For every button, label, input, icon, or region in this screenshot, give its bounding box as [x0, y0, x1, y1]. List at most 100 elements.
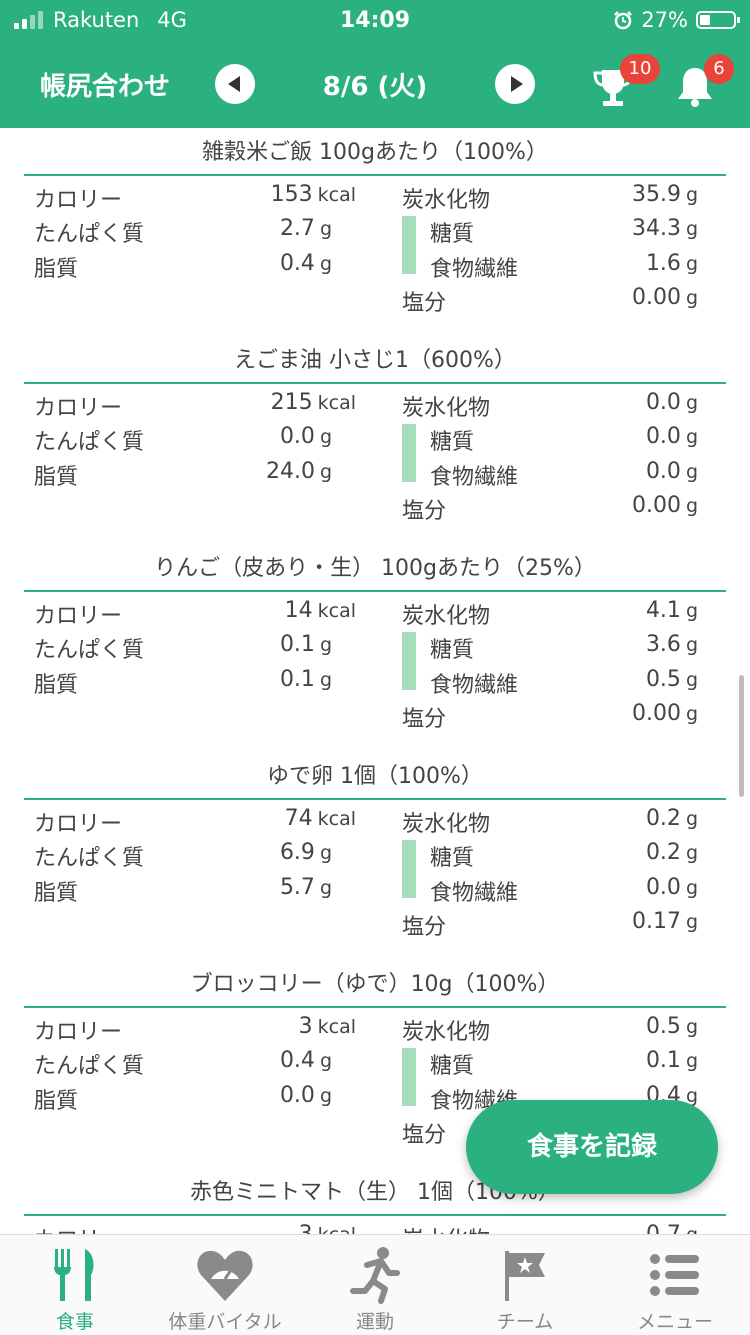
nutrient-value-sugar: 34.3 g [632, 216, 698, 241]
nutrient-value-calorie: 215 kcal [271, 390, 356, 415]
nutrient-unit: g [685, 669, 698, 691]
nutrient-number: 0.7 [646, 1222, 681, 1234]
nutrient-value-protein: 6.9 g [280, 840, 332, 865]
nutrient-number: 0.0 [279, 424, 315, 449]
carb-breakdown-bar [402, 1048, 416, 1106]
nutrient-number: 0.2 [645, 806, 681, 831]
tab-meal[interactable]: 食事 [0, 1235, 150, 1335]
divider [24, 1214, 726, 1216]
chevron-left-icon [228, 76, 240, 92]
nutrient-value-calorie: 153 kcal [271, 182, 356, 207]
next-date-button[interactable] [495, 64, 535, 104]
nutrient-unit: g [319, 461, 332, 483]
nutrient-number: 4.1 [645, 598, 681, 623]
nutrient-label-fat: 脂質 [34, 673, 79, 698]
record-meal-button[interactable]: 食事を記録 [466, 1100, 718, 1194]
notification-button[interactable]: 6 [670, 54, 734, 112]
nutrient-unit: g [319, 1050, 332, 1072]
prev-date-button[interactable] [215, 64, 255, 104]
nutrient-value-sugar: 0.1 g [646, 1048, 698, 1073]
food-item-title: えごま油 小さじ1（600%） [234, 348, 516, 373]
nutrient-value-sugar: 0.0 g [646, 424, 698, 449]
nutrient-number: 0.00 [631, 493, 681, 518]
nutrient-label-fiber: 食物繊維 [430, 673, 519, 698]
nutrient-label-salt: 塩分 [402, 915, 447, 940]
nutrient-number: 1.6 [645, 251, 681, 276]
battery-percent: 27% [641, 8, 688, 32]
nutrient-number: 0.1 [279, 667, 315, 692]
runner-icon [350, 1247, 400, 1304]
nutrient-value-carbs: 0.7 g [646, 1222, 698, 1234]
nutrient-value-fat: 24.0 g [266, 459, 332, 484]
nutrient-label-carbs: 炭水化物 [402, 812, 491, 837]
nutrient-number: 3 [299, 1222, 313, 1234]
nutrient-label-calorie: カロリー [34, 1222, 122, 1234]
scrollbar[interactable] [739, 675, 744, 797]
nutrient-value-protein: 2.7 g [280, 216, 332, 241]
nutrient-unit: g [319, 1085, 332, 1107]
nutrient-number: 74 [284, 806, 313, 831]
nutrient-unit: g [685, 877, 698, 899]
chevron-right-icon [510, 76, 523, 92]
nutrient-value-protein: 0.4 g [280, 1048, 332, 1073]
food-item[interactable]: 赤色ミニトマト（生） 1個（100%）カロリー3kcalたんぱく質脂質炭水化物0… [0, 1168, 750, 1234]
nutrient-label-salt: 塩分 [402, 1123, 447, 1148]
nutrient-number: 34.3 [631, 216, 681, 241]
tab-bar: 食事 体重バイタル 運動 チーム メニュー [0, 1234, 750, 1335]
nutrient-number: 0.00 [631, 701, 681, 726]
food-item[interactable]: ゆで卵 1個（100%） カロリー 74 kcal たんぱく質 6.9 g 脂質 5.7 g 炭水化… [0, 752, 750, 960]
nutrient-value-sugar: 0.2 g [646, 840, 698, 865]
nutrient-label-salt: 塩分 [402, 499, 447, 524]
nutrient-unit: kcal [317, 1016, 356, 1038]
carb-breakdown-bar [402, 424, 416, 482]
nutrient-label-sugar: 糖質 [430, 430, 475, 455]
nutrient-unit: g [685, 808, 698, 830]
nutrient-label-calorie: カロリー [34, 604, 123, 629]
nutrient-unit: g [685, 426, 698, 448]
nutrient-unit: g [686, 1224, 698, 1234]
nutrient-label-protein: たんぱく質 [34, 1054, 145, 1079]
tab-team[interactable]: チーム [450, 1235, 600, 1335]
food-item[interactable]: 雑穀米ご飯 100gあたり（100%） カロリー 153 kcal たんぱく質 2.7 g 脂… [0, 128, 750, 336]
trophy-button[interactable]: 10 [588, 54, 660, 112]
nutrient-number: 0.0 [645, 424, 681, 449]
nutrient-label-fat: 脂質 [34, 881, 79, 906]
alarm-icon [614, 11, 633, 30]
nutrient-value-carbs: 35.9 g [632, 182, 698, 207]
nutrient-value-carbs: 4.1 g [646, 598, 698, 623]
food-item-title: りんご（皮あり・生） 100gあたり（25%） [154, 556, 596, 581]
nutrient-label-sugar: 糖質 [430, 846, 475, 871]
nutrient-value-fiber: 0.0 g [646, 875, 698, 900]
nutrient-unit: g [319, 842, 332, 864]
nutrient-unit: g [319, 253, 332, 275]
nutrient-number: 215 [270, 390, 313, 415]
tab-menu[interactable]: メニュー [600, 1235, 750, 1335]
tab-exercise[interactable]: 運動 [300, 1235, 450, 1335]
nutrient-number: 0.0 [645, 390, 681, 415]
tab-weight[interactable]: 体重バイタル [150, 1235, 300, 1335]
nutrient-value-salt: 0.17 g [632, 909, 698, 934]
nutrient-value-protein: 0.0 g [280, 424, 332, 449]
nutrient-number: 0.4 [279, 251, 315, 276]
nutrient-label-fat: 脂質 [34, 257, 79, 282]
nutrient-label-fiber: 食物繊維 [430, 465, 519, 490]
nutrient-label-protein: たんぱく質 [34, 638, 145, 663]
food-list[interactable]: 雑穀米ご飯 100gあたり（100%） カロリー 153 kcal たんぱく質 2.7 g 脂… [0, 128, 750, 1234]
nutrient-label-fat: 脂質 [34, 465, 79, 490]
food-item[interactable]: えごま油 小さじ1（600%） カロリー 215 kcal たんぱく質 0.0 g 脂質 24.… [0, 336, 750, 544]
food-item[interactable]: りんご（皮あり・生） 100gあたり（25%） カロリー 14 kcal たんぱく質 0.… [0, 544, 750, 752]
current-date[interactable]: 8/6 (火) [322, 72, 428, 102]
food-item-title: 雑穀米ご飯 100gあたり（100%） [202, 140, 548, 165]
tab-weight-label: 体重バイタル [168, 1311, 282, 1333]
nutrient-number: 6.9 [279, 840, 315, 865]
carb-breakdown-bar [402, 632, 416, 690]
app-header: 帳尻合わせ 8/6 (火) 10 6 [0, 44, 750, 128]
nutrient-number: 2.7 [279, 216, 315, 241]
status-time: 14:09 [339, 8, 411, 33]
tab-meal-label: 食事 [55, 1311, 94, 1333]
nutrient-label-salt: 塩分 [402, 707, 447, 732]
